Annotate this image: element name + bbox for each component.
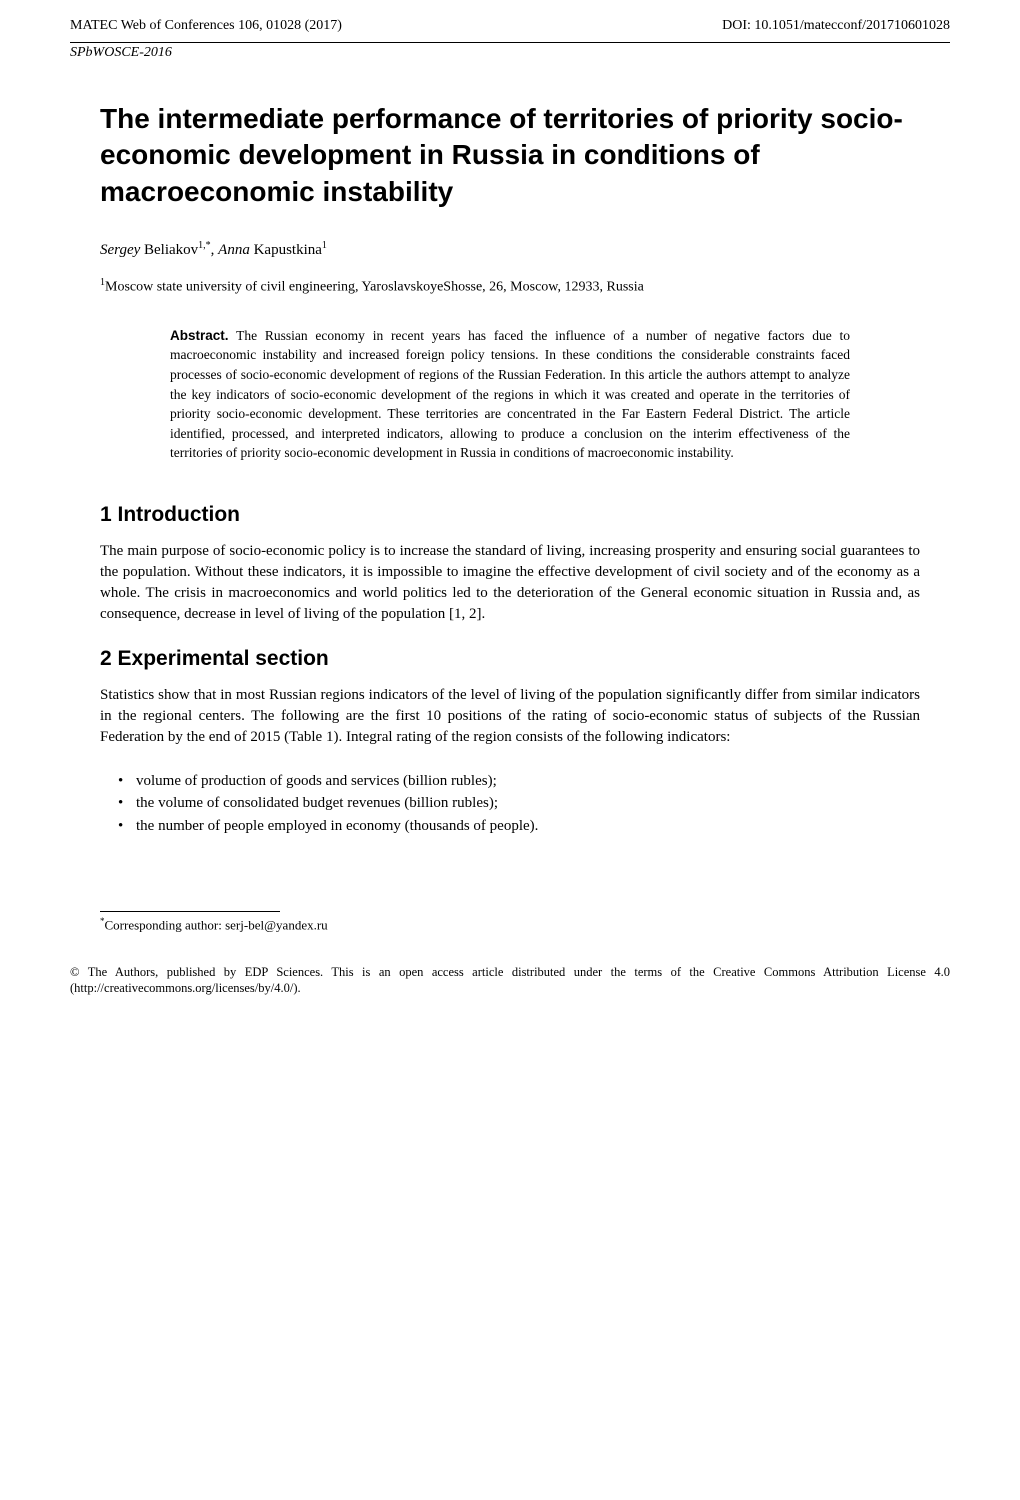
author-1-lastname: Beliakov (140, 242, 198, 258)
article-title: The intermediate performance of territor… (100, 101, 920, 210)
section-2-heading: 2 Experimental section (100, 647, 920, 671)
journal-reference: MATEC Web of Conferences 106, 01028 (201… (70, 18, 342, 34)
affiliation-line: 1Moscow state university of civil engine… (100, 277, 920, 296)
list-item: the volume of consolidated budget revenu… (118, 792, 920, 815)
footnote-text: Corresponding author: serj-bel@yandex.ru (105, 918, 328, 933)
section-2-body: Statistics show that in most Russian reg… (100, 685, 920, 748)
page-header: MATEC Web of Conferences 106, 01028 (201… (0, 0, 1020, 42)
indicator-bullet-list: volume of production of goods and servic… (100, 770, 920, 838)
doi: DOI: 10.1051/matecconf/201710601028 (722, 18, 950, 34)
affiliation-text: Moscow state university of civil enginee… (105, 280, 644, 295)
author-2-firstname: Anna (218, 242, 250, 258)
section-1-body: The main purpose of socio-economic polic… (100, 541, 920, 625)
section-1-heading: 1 Introduction (100, 503, 920, 527)
list-item: volume of production of goods and servic… (118, 770, 920, 793)
license-text: © The Authors, published by EDP Sciences… (0, 934, 1020, 1018)
conference-series: SPbWOSCE-2016 (0, 43, 1020, 61)
abstract-block: Abstract. The Russian economy in recent … (100, 326, 920, 463)
article-content: The intermediate performance of territor… (0, 61, 1020, 881)
abstract-label: Abstract. (170, 328, 229, 343)
abstract-text: The Russian economy in recent years has … (170, 328, 850, 460)
author-1-affil-marker: 1,* (198, 240, 211, 251)
author-1-firstname: Sergey (100, 242, 140, 258)
list-item: the number of people employed in economy… (118, 815, 920, 838)
author-line: Sergey Beliakov1,*, Anna Kapustkina1 (100, 240, 920, 259)
author-2-affil-marker: 1 (322, 240, 327, 251)
corresponding-author-footnote: *Corresponding author: serj-bel@yandex.r… (0, 912, 1020, 933)
author-2-lastname: Kapustkina (250, 242, 322, 258)
